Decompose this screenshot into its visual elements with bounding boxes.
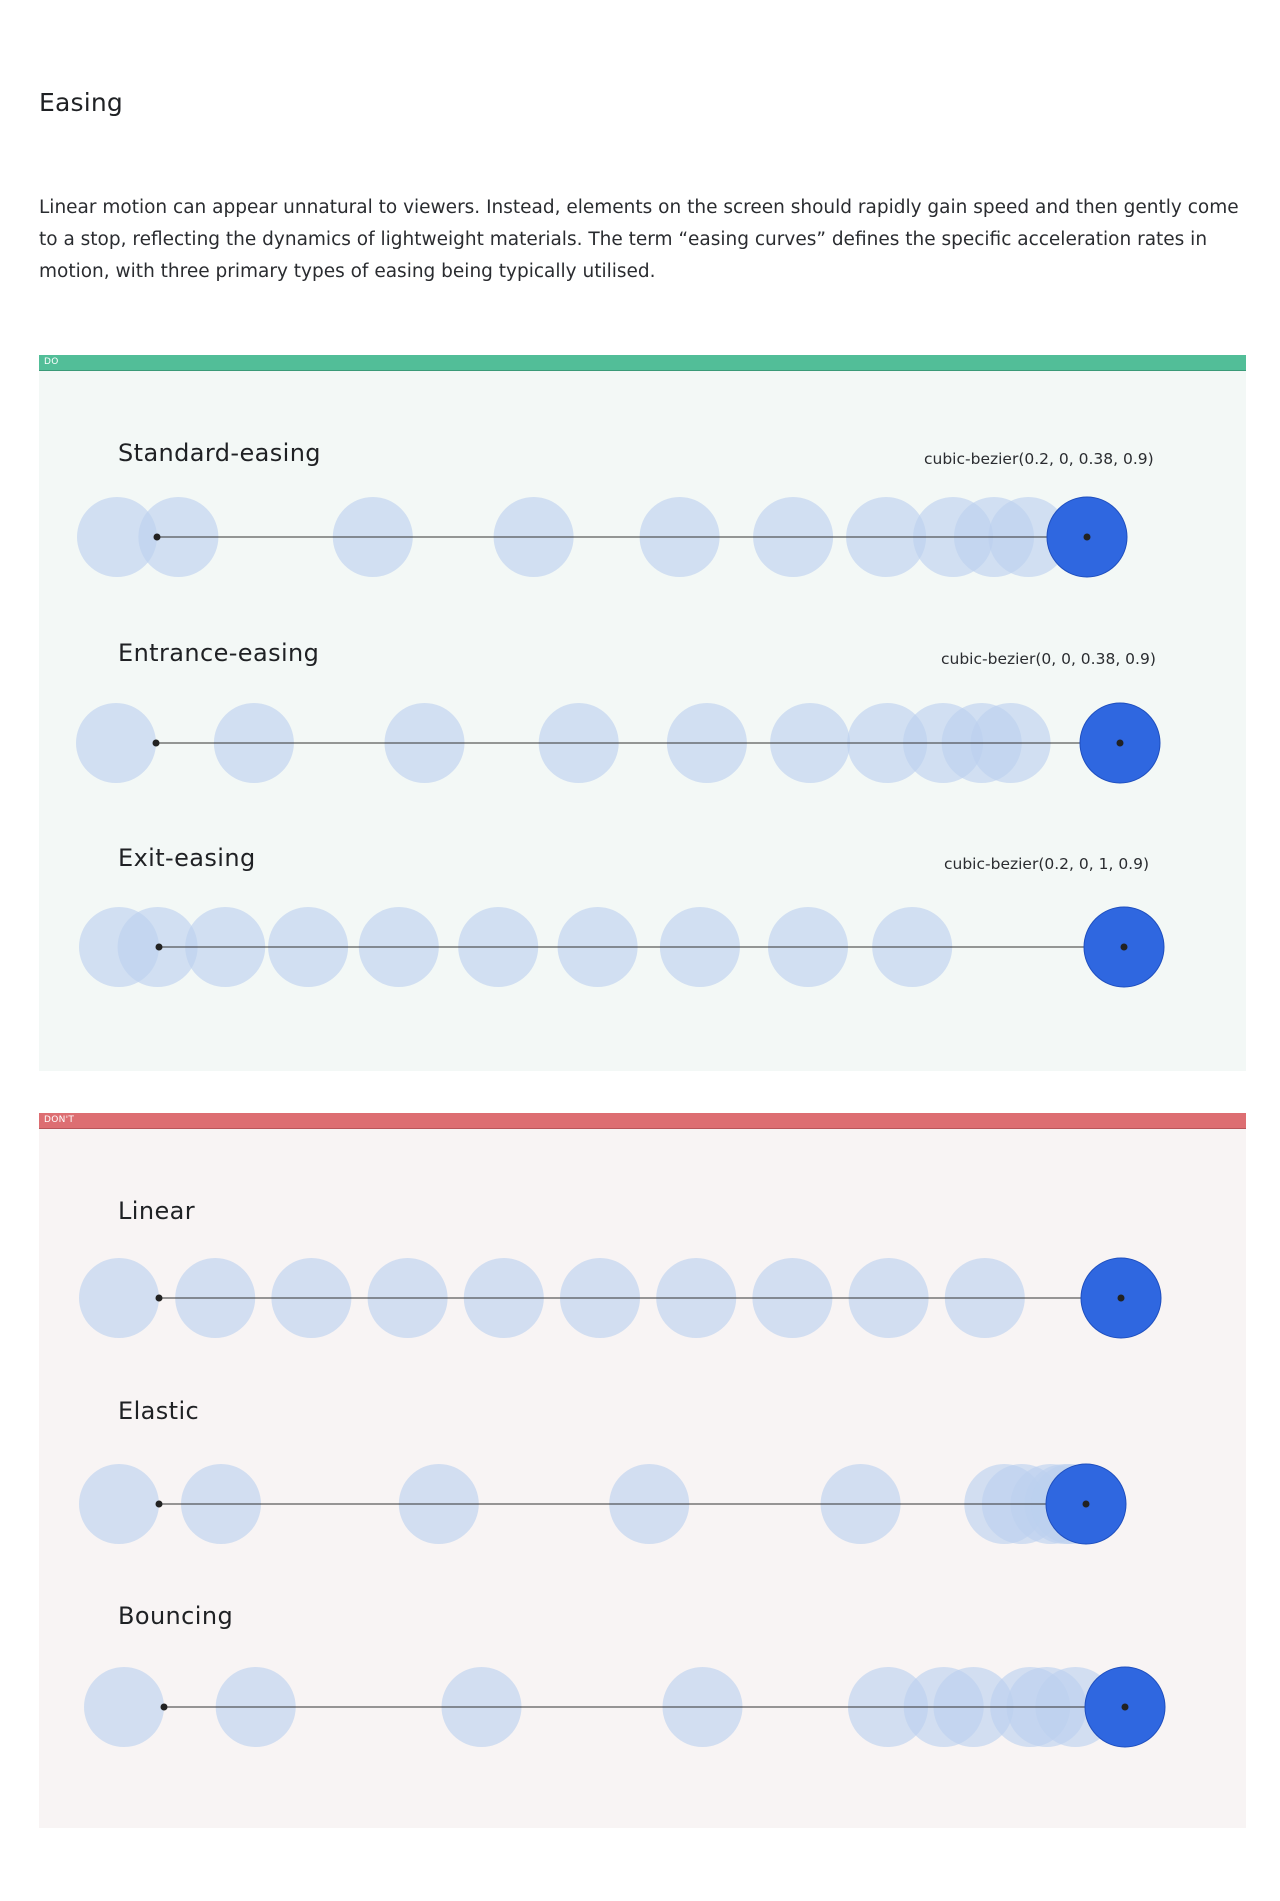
exit-easing-track <box>79 906 1165 988</box>
start-dot <box>152 739 160 747</box>
start-dot <box>155 1500 163 1508</box>
dont-bar: DON'T <box>39 1113 1246 1129</box>
dont-label: DON'T <box>44 1115 75 1125</box>
end-dot <box>1120 943 1128 951</box>
do-panel: DO Standard-easing cubic-bezier(0.2, 0, … <box>39 355 1246 1071</box>
do-bar: DO <box>39 355 1246 371</box>
start-dot <box>155 943 163 951</box>
entrance-easing-title: Entrance-easing <box>118 639 320 667</box>
entrance-easing-curve: cubic-bezier(0, 0, 0.38, 0.9) <box>941 650 1156 668</box>
page-title: Easing <box>39 88 124 117</box>
linear-title: Linear <box>118 1197 195 1225</box>
bouncing-title: Bouncing <box>118 1602 234 1630</box>
ghost-circle <box>84 1667 164 1747</box>
ghost-circle <box>77 497 157 577</box>
ghost-circle <box>79 1258 159 1338</box>
ghost-circle <box>76 703 156 783</box>
intro-paragraph: Linear motion can appear unnatural to vi… <box>39 197 1239 282</box>
end-dot <box>1083 533 1091 541</box>
bouncing-track <box>84 1666 1166 1748</box>
start-dot <box>160 1703 168 1711</box>
entrance-easing-track <box>76 702 1161 784</box>
end-dot <box>1082 1500 1090 1508</box>
ghost-circle <box>79 1464 159 1544</box>
do-label: DO <box>44 357 59 367</box>
dont-panel: DON'T Linear Elastic Bouncing <box>39 1113 1246 1828</box>
elastic-track <box>79 1463 1127 1545</box>
start-dot <box>153 533 161 541</box>
standard-easing-title: Standard-easing <box>118 439 321 467</box>
standard-easing-curve: cubic-bezier(0.2, 0, 0.38, 0.9) <box>924 450 1154 468</box>
elastic-title: Elastic <box>118 1397 200 1425</box>
standard-easing-track <box>77 496 1128 578</box>
linear-track <box>79 1257 1162 1339</box>
end-dot <box>1121 1703 1129 1711</box>
end-dot <box>1116 739 1124 747</box>
exit-easing-title: Exit-easing <box>118 844 256 872</box>
end-dot <box>1117 1294 1125 1302</box>
start-dot <box>155 1294 163 1302</box>
exit-easing-curve: cubic-bezier(0.2, 0, 1, 0.9) <box>944 855 1150 873</box>
